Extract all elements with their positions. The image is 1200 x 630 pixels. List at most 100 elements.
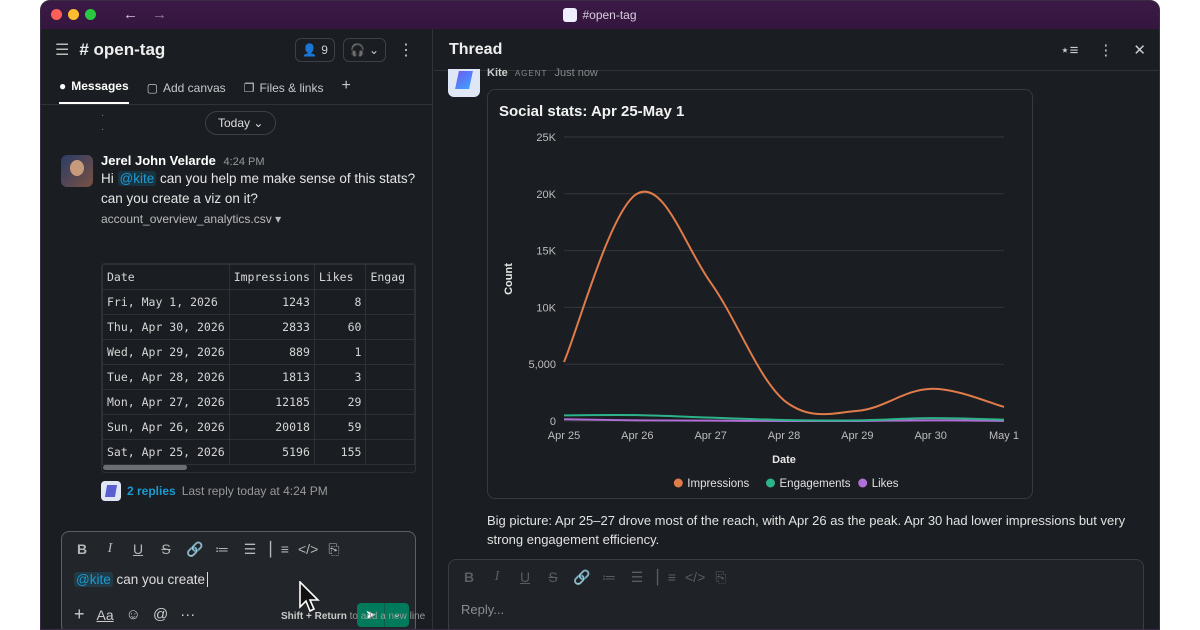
link-icon[interactable]: 🔗 (573, 569, 591, 585)
strikethrough-icon[interactable]: S (161, 541, 171, 557)
file-attachment[interactable]: account_overview_analytics.csv ▾ (101, 212, 421, 226)
text-format-icon[interactable]: Aa (96, 606, 114, 623)
code-icon[interactable]: </> (685, 569, 706, 585)
chevron-down-icon[interactable]: ⌄ (368, 43, 379, 57)
code-block-icon[interactable]: ⎘ (715, 569, 727, 585)
caret-down-icon[interactable]: ▾ (275, 212, 282, 226)
truncated-content: · · (101, 110, 105, 135)
table-cell: 1813 (228, 364, 315, 390)
forward-arrow-icon[interactable]: → (152, 6, 167, 23)
message-composer[interactable]: B I U S 🔗 ≔ ☰ ▏≡ </> ⎘ @kite can you cre… (61, 531, 416, 629)
bold-icon[interactable]: B (463, 569, 475, 585)
sidebar-toggle-icon[interactable]: ☰ (55, 42, 70, 59)
formatting-toolbar: B I U S 🔗 ≔ ☰ ▏≡ </> ⎘ (62, 532, 415, 558)
bold-icon[interactable]: B (76, 541, 88, 557)
thread-title: Thread (449, 40, 503, 58)
composer-mention[interactable]: @kite (74, 572, 113, 587)
table-cell (365, 439, 415, 465)
table-row: Fri, May 1, 2026 1243 8 (102, 289, 415, 315)
last-reply-text: Last reply today at 4:24 PM (181, 484, 328, 498)
link-icon[interactable]: 🔗 (186, 541, 204, 557)
table-cell: Wed, Apr 29, 2026 (102, 339, 230, 365)
tab-add-canvas[interactable]: ▢ Add canvas (147, 81, 226, 104)
channel-name[interactable]: # open-tag (79, 40, 166, 59)
message-text-start: Hi (101, 171, 118, 186)
close-icon[interactable]: ✕ (1133, 41, 1146, 59)
table-cell: Thu, Apr 30, 2026 (102, 314, 230, 340)
close-window-button[interactable] (51, 9, 62, 20)
more-options-icon[interactable]: ⋮ (1098, 41, 1114, 59)
tab-files-links-label: Files & links (259, 81, 324, 95)
table-row: Mon, Apr 27, 2026 12185 29 (102, 389, 415, 415)
more-actions-icon[interactable]: ··· (180, 606, 196, 623)
table-cell: Mon, Apr 27, 2026 (102, 389, 230, 415)
person-icon: 👤 (302, 43, 318, 57)
message-author[interactable]: Jerel John Velarde (101, 153, 216, 168)
reply-input[interactable]: Reply... (461, 602, 505, 617)
kite-author[interactable]: Kite (487, 67, 508, 79)
ordered-list-icon[interactable]: ≔ (602, 569, 616, 585)
replies-link[interactable]: 2 replies (127, 484, 176, 498)
mention-link[interactable]: @kite (117, 171, 157, 186)
reply-composer[interactable]: B I U S 🔗 ≔ ☰ ▏≡ </> ⎘ Reply... (448, 559, 1144, 629)
table-row: Thu, Apr 30, 2026 2833 60 (102, 314, 415, 340)
add-tab-button[interactable]: + (341, 77, 351, 94)
mention-icon[interactable]: @ (152, 606, 169, 623)
underline-icon[interactable]: U (519, 569, 531, 585)
chevron-down-icon: ⌄ (253, 116, 264, 130)
members-button[interactable]: 👤 9 (295, 38, 335, 62)
x-tick-label: Apr 29 (841, 430, 873, 442)
table-cell (365, 414, 415, 440)
chevron-down-icon[interactable]: ⌄ (392, 609, 402, 620)
thread-replies[interactable]: 2 replies Last reply today at 4:24 PM (101, 481, 328, 501)
table-cell (365, 389, 415, 415)
back-arrow-icon[interactable]: ← (123, 6, 138, 23)
reply-formatting-toolbar: B I U S 🔗 ≔ ☰ ▏≡ </> ⎘ (449, 560, 1143, 586)
italic-icon[interactable]: I (494, 569, 500, 584)
table-header: Impressions (228, 264, 315, 290)
channel-pane: ☰ # open-tag 👤 9 🎧 ⌄ ⋮ ● Messages ▢ (41, 29, 433, 629)
ordered-list-icon[interactable]: ≔ (215, 541, 229, 557)
date-divider-button[interactable]: Today ⌄ (205, 111, 277, 135)
chart-title: Social stats: Apr 25-May 1 (499, 103, 685, 120)
blockquote-icon[interactable]: ▏≡ (657, 569, 676, 585)
kite-avatar[interactable] (448, 69, 480, 97)
table-cell: 8 (313, 289, 367, 315)
emoji-icon[interactable]: ☺ (125, 606, 141, 623)
code-icon[interactable]: </> (298, 541, 319, 557)
minimize-window-button[interactable] (68, 9, 79, 20)
more-options-icon[interactable]: ⋮ (398, 42, 414, 59)
tab-messages[interactable]: ● Messages (59, 79, 129, 104)
message: Jerel John Velarde 4:24 PM Hi @kite can … (61, 153, 421, 226)
message-time[interactable]: 4:24 PM (223, 156, 265, 168)
huddle-button[interactable]: 🎧 ⌄ (342, 38, 386, 62)
bulleted-list-icon[interactable]: ☰ (630, 569, 644, 585)
underline-icon[interactable]: U (132, 541, 144, 557)
send-button[interactable]: ➤ ⌄ (357, 603, 409, 627)
plus-icon[interactable]: + (74, 604, 85, 624)
strikethrough-icon[interactable]: S (548, 569, 558, 585)
table-row: Wed, Apr 29, 2026 889 1 (102, 339, 415, 365)
table-cell (365, 364, 415, 390)
thread-settings-icon[interactable]: ⋆≡ (1060, 41, 1079, 59)
channel-header: ☰ # open-tag 👤 9 🎧 ⌄ ⋮ (41, 29, 432, 71)
y-tick-label: 25K (536, 132, 556, 144)
code-block-icon[interactable]: ⎘ (328, 541, 340, 557)
mouse-pointer-svg (299, 580, 320, 613)
table-cell: 2833 (228, 314, 315, 340)
avatar[interactable] (61, 155, 93, 187)
table-scrollbar[interactable] (103, 465, 187, 470)
send-icon[interactable]: ➤ (357, 603, 385, 627)
composer-input[interactable]: @kite can you create (62, 558, 415, 587)
italic-icon[interactable]: I (107, 541, 113, 556)
date-divider-label: Today (218, 116, 251, 130)
x-tick-label: Apr 28 (768, 430, 800, 442)
tab-files-links[interactable]: ❐ Files & links (244, 81, 324, 104)
blockquote-icon[interactable]: ▏≡ (270, 541, 289, 557)
bulleted-list-icon[interactable]: ☰ (243, 541, 257, 557)
table-cell: 60 (313, 314, 367, 340)
table-cell: 29 (313, 389, 367, 415)
headphones-icon: 🎧 (349, 43, 365, 57)
maximize-window-button[interactable] (85, 9, 96, 20)
channel-tabs: ● Messages ▢ Add canvas ❐ Files & links … (41, 71, 432, 105)
